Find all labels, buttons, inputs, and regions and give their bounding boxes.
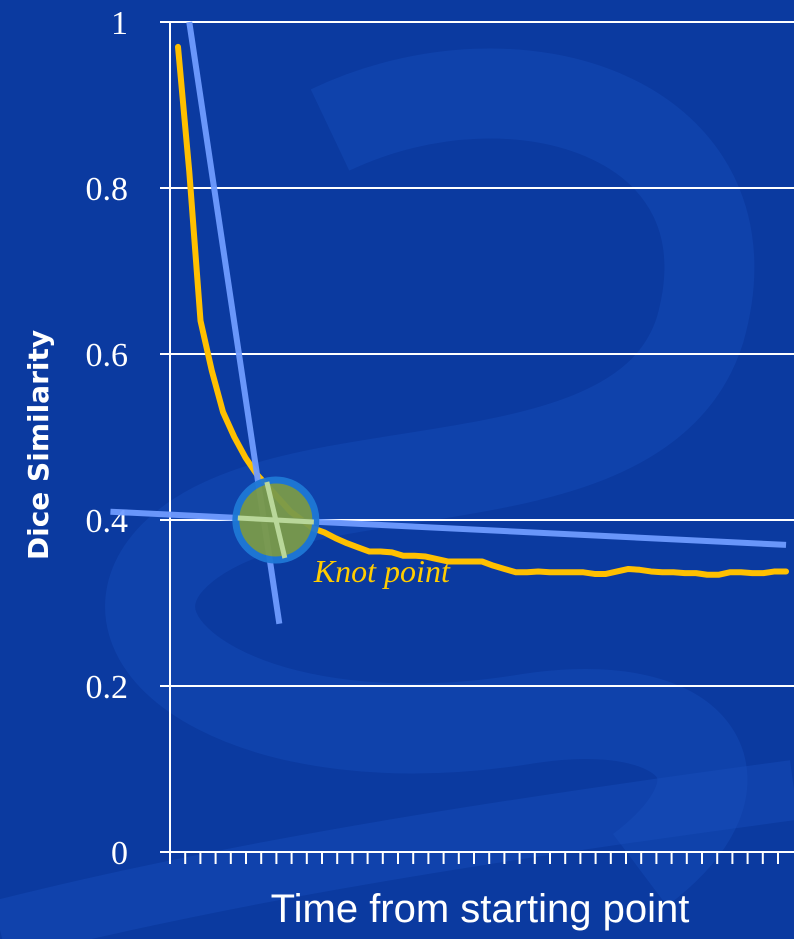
y-tick-label: 0 bbox=[111, 835, 128, 872]
knot-point-annotation: Knot point bbox=[313, 553, 451, 589]
knot-cross-v bbox=[264, 481, 288, 559]
knot-marker bbox=[232, 476, 320, 564]
y-tick-label: 0.2 bbox=[86, 669, 129, 706]
y-tick-label: 0.4 bbox=[86, 503, 129, 540]
y-tick-label: 0.8 bbox=[86, 171, 129, 208]
y-tick-labels: 0 0.2 0.4 0.6 0.8 1 bbox=[86, 5, 129, 872]
swirl-shape bbox=[105, 48, 755, 906]
swirl-shape bbox=[0, 760, 794, 939]
axes bbox=[160, 22, 794, 854]
flat-fit-line bbox=[110, 508, 787, 548]
background-swirls bbox=[0, 48, 794, 939]
y-tick-label: 1 bbox=[111, 5, 128, 42]
y-tick-label: 0.6 bbox=[86, 337, 129, 374]
y-axis-title: Dice Similarity bbox=[22, 330, 55, 560]
x-axis-title: Time from starting point bbox=[271, 887, 690, 931]
x-ticks bbox=[169, 852, 779, 864]
